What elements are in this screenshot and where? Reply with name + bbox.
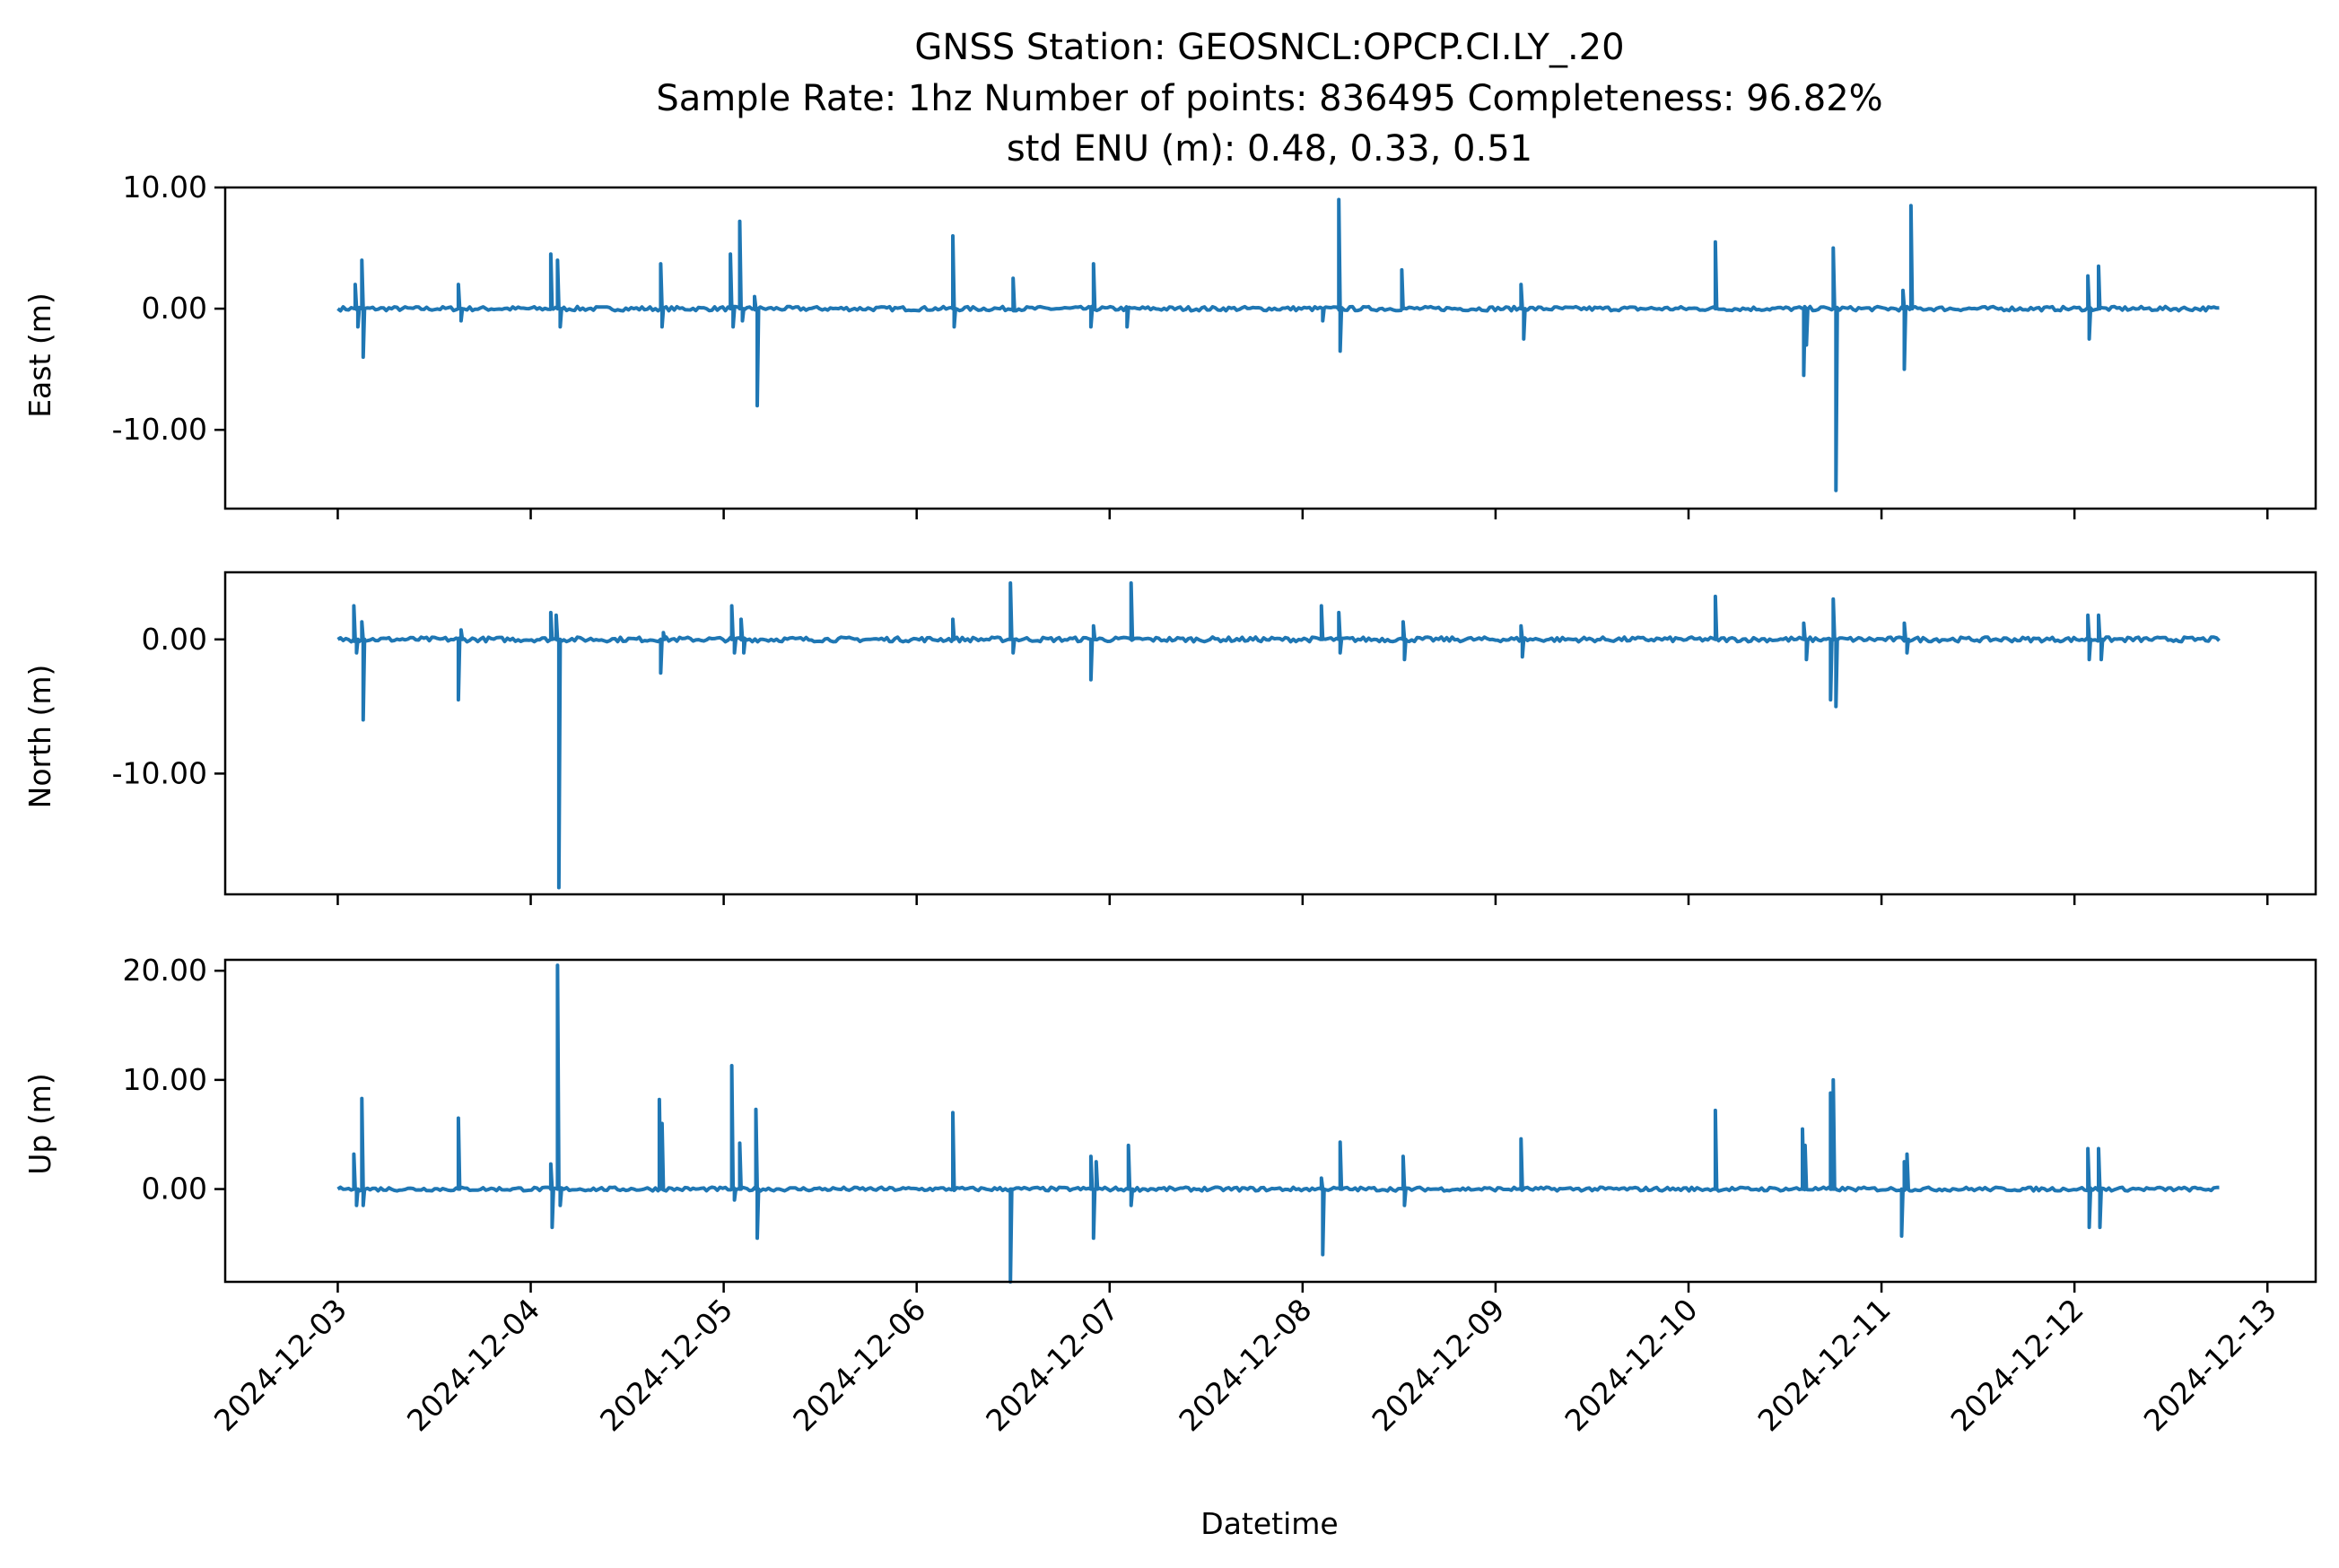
y-tick-label: 0.00: [142, 622, 207, 657]
y-tick-label: 0.00: [142, 1172, 207, 1206]
east-panel: East (m) 10.00 0.00 -10.00: [22, 170, 2317, 519]
up-ylabel: Up (m): [22, 1073, 57, 1175]
series-line: [336, 197, 2220, 492]
title-line-2: Sample Rate: 1hz Number of points: 83649…: [656, 78, 1882, 119]
east-ylabel: East (m): [22, 292, 57, 418]
series-line: [336, 963, 2220, 1284]
up-panel: Up (m) 20.00 10.00 0.00: [22, 953, 2317, 1293]
title-line-1: GNSS Station: GEOSNCL:OPCP.CI.LY_.20: [914, 27, 1624, 68]
y-tick-label: -10.00: [112, 755, 207, 790]
plot-frame: [223, 186, 2317, 510]
series-line: [336, 581, 2221, 890]
y-tick-label: 20.00: [123, 953, 207, 988]
y-tick-label: -10.00: [112, 412, 207, 447]
plot-frame: [223, 571, 2317, 896]
plot-frame: [223, 958, 2317, 1284]
y-tick-label: 10.00: [123, 170, 207, 205]
north-panel: North (m) 0.00 -10.00: [22, 571, 2317, 905]
x-axis-label: Datetime: [1200, 1506, 1338, 1541]
north-ylabel: North (m): [22, 665, 57, 809]
y-tick-label: 0.00: [142, 291, 207, 326]
y-tick-label: 10.00: [123, 1062, 207, 1097]
title-line-3: std ENU (m): 0.48, 0.33, 0.51: [1007, 128, 1532, 170]
